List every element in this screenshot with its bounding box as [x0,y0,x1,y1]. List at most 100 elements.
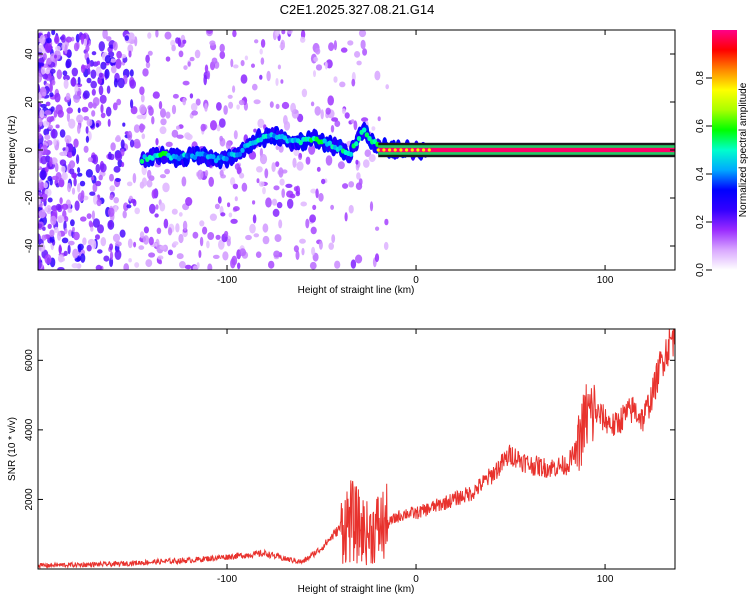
spectrogram-noise-dot [384,218,389,226]
spectrogram-noise-dot [315,47,321,55]
spectrogram-noise-dot [374,253,380,263]
spectrogram-noise-dot [123,202,129,211]
spectrogram-noise-dot [67,240,75,246]
spectrogram-noise-dot [159,126,167,135]
spectrogram-ridge-mark [192,154,198,160]
spectrogram-noise-dot [313,56,319,62]
x-tick-label: 0 [413,275,419,286]
spectrogram-noise-dot [96,60,101,66]
spectrogram-noise-dot [97,249,103,254]
spectrogram-noise-dot [291,109,299,119]
spectrogram-noise-dot [134,36,138,47]
spectrogram-noise-dot [47,175,53,182]
spectrogram-noise-dot [256,166,263,173]
spectrogram-noise-dot [145,259,153,268]
spectrogram-noise-dot [130,99,134,109]
spectrogram-noise-dot [126,204,132,209]
spectrogram-noise-dot [48,124,53,130]
spectrogram-noise-dot [216,102,222,111]
spectrogram-noise-dot [171,104,177,115]
spectrogram-noise-dot [109,185,116,192]
spectrogram-noise-dot [147,169,152,179]
spectrogram-noise-dot [87,157,93,163]
spectrogram-noise-dot [64,135,72,144]
spectrogram-noise-dot [73,231,80,241]
spectrogram-noise-dot [206,70,211,80]
spectrogram-noise-dot [77,183,81,193]
spectrogram-noise-dot [91,210,95,220]
spectrogram-noise-dot [104,68,110,79]
spectrogram-noise-dot [85,135,89,143]
spectrogram-noise-dot [159,202,166,212]
spectrogram-noise-dot [89,191,96,196]
spectrogram-noise-dot [300,36,306,43]
spectrogram-noise-dot [347,40,354,46]
spectrogram-noise-dot [68,118,76,129]
spectrogram-noise-dot [109,194,114,201]
spectrogram-noise-dot [219,51,226,60]
spectrogram-noise-dot [256,178,260,184]
spectrogram-noise-dot [182,220,188,231]
spectrogram-noise-dot [233,206,240,212]
spectrogram-noise-dot [351,78,356,87]
spectrogram-noise-dot [51,79,56,86]
spectrogram-noise-dot [280,79,284,84]
spectrogram-noise-dot [342,183,349,189]
spectrogram-noise-dot [331,117,339,122]
spectrogram-noise-dot [129,69,134,77]
spectrogram-noise-dot [327,95,335,106]
spectrogram-noise-dot [192,231,199,239]
spectrogram-noise-dot [108,221,113,228]
spectrogram-noise-dot [240,74,248,84]
spectrogram-noise-dot [100,237,107,247]
spectrogram-noise-dot [67,182,72,193]
spectrogram-noise-dot [239,248,247,257]
spectrogram-noise-dot [39,109,45,119]
spectrogram-noise-dot [46,37,52,44]
spectrogram-noise-dot [92,97,100,107]
spectrogram-noise-dot [216,124,221,132]
spectrogram-noise-dot [325,155,333,166]
spectrogram-noise-dot [115,152,123,161]
spectrogram-ridge-mark [364,132,370,138]
spectrogram-noise-dot [139,124,146,131]
spectrogram-noise-dot [333,40,337,51]
spectrogram-noise-dot [110,142,116,151]
spectrogram-noise-dot [375,226,380,231]
spectrogram-noise-dot [44,110,52,116]
spectrogram-noise-dot [184,132,191,140]
spectrogram-noise-dot [255,251,262,258]
spectrogram-noise-dot [42,73,49,80]
spectrogram-noise-dot [344,112,350,119]
spectrogram-noise-dot [155,30,159,38]
spectrogram-noise-dot [305,156,311,165]
spectrogram-noise-dot [77,167,81,174]
spectrogram-noise-dot [208,176,214,187]
spectrogram-noise-dot [41,234,47,241]
spectrogram-noise-dot [71,187,76,195]
spectrogram-noise-dot [115,241,122,247]
spectrogram-noise-dot [274,234,282,243]
spectrogram-noise-dot [44,166,49,173]
spectrogram-noise-dot [223,105,228,115]
spectrogram-noise-dot [57,216,63,224]
spectrogram-noise-dot [155,204,159,210]
spectrogram-noise-dot [183,65,188,70]
spectrogram-noise-dot [122,210,127,219]
spectrogram-noise-dot [315,64,323,71]
spectrogram-noise-dot [100,61,107,70]
spectrogram-noise-dot [159,174,167,179]
spectrogram-noise-dot [222,251,229,261]
spectrogram-noise-dot [139,104,147,115]
spectrogram-noise-dot [73,138,79,148]
spectrogram-noise-dot [51,128,56,139]
spectrogram-noise-dot [269,101,274,108]
spectrogram-noise-dot [277,64,281,70]
spectrogram-noise-dot [38,209,46,219]
x-tick-label: -100 [217,574,237,585]
spectrogram-noise-dot [129,79,136,89]
spectrogram-noise-dot [225,141,231,150]
spectrogram-noise-dot [244,55,249,61]
spectrogram-noise-dot [301,88,308,98]
